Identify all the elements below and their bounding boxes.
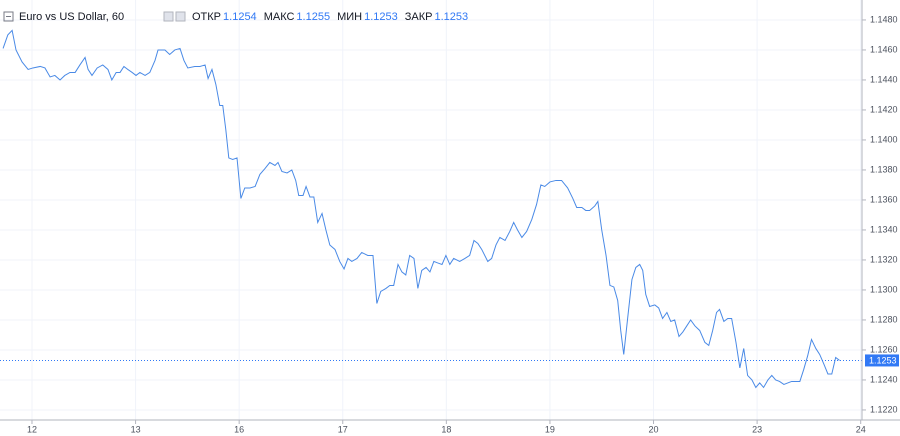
price-line xyxy=(2,29,840,389)
ohlc-label: ОТКР xyxy=(192,11,221,23)
last-price-label: 1.1253 xyxy=(869,355,897,365)
hide-icon[interactable] xyxy=(175,11,186,22)
y-tick-label: 1.1340 xyxy=(870,224,898,234)
x-tick-label: 12 xyxy=(27,424,37,434)
x-tick-label: 19 xyxy=(545,424,555,434)
x-tick-label: 18 xyxy=(441,424,451,434)
grid xyxy=(0,0,862,420)
ohlc-value: 1.1254 xyxy=(223,11,257,23)
settings-icon[interactable] xyxy=(163,11,174,22)
ohlc-legend: ОТКР 1.1254 МАКС 1.1255 МИН 1.1253 ЗАКР 1.1253 xyxy=(192,11,468,23)
x-tick-label: 17 xyxy=(338,424,348,434)
y-tick-label: 1.1460 xyxy=(870,44,898,54)
x-tick-label: 16 xyxy=(234,424,244,434)
y-tick-label: 1.1240 xyxy=(870,374,898,384)
ohlc-value: 1.1253 xyxy=(364,11,398,23)
y-tick-label: 1.1300 xyxy=(870,284,898,294)
ohlc-value: 1.1253 xyxy=(434,11,468,23)
y-tick-label: 1.1280 xyxy=(870,314,898,324)
plot xyxy=(0,29,862,389)
y-tick-label: 1.1480 xyxy=(870,14,898,24)
x-tick-label: 24 xyxy=(856,424,866,434)
y-tick-label: 1.1420 xyxy=(870,104,898,114)
x-tick-label: 13 xyxy=(131,424,141,434)
ohlc-label: МИН xyxy=(337,11,362,23)
ohlc-value: 1.1255 xyxy=(296,11,330,23)
y-tick-label: 1.1220 xyxy=(870,404,898,414)
y-tick-label: 1.1260 xyxy=(870,344,898,354)
y-tick-label: 1.1380 xyxy=(870,164,898,174)
y-tick-label: 1.1320 xyxy=(870,254,898,264)
y-tick-label: 1.1400 xyxy=(870,134,898,144)
collapse-icon[interactable] xyxy=(3,11,14,22)
y-tick-label: 1.1440 xyxy=(870,74,898,84)
last-price-box xyxy=(865,354,899,367)
y-tick-label: 1.1360 xyxy=(870,194,898,204)
x-tick-label: 23 xyxy=(752,424,762,434)
ohlc-label: ЗАКР xyxy=(405,11,433,23)
x-tick-label: 20 xyxy=(649,424,659,434)
chart-title: Euro vs US Dollar, 60 xyxy=(19,11,124,23)
ohlc-label: МАКС xyxy=(264,11,295,23)
